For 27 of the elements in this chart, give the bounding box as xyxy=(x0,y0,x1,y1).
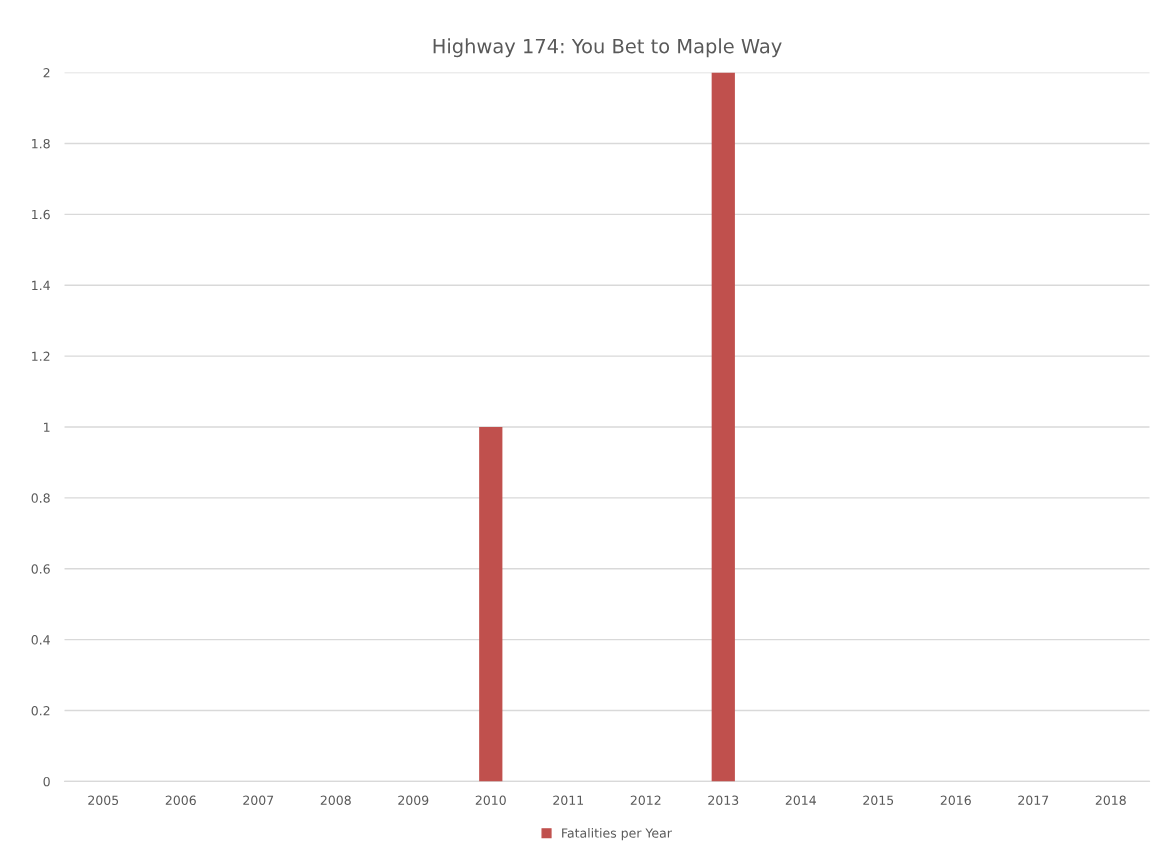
x-tick-label: 2006 xyxy=(165,795,196,805)
x-tick-label: 2015 xyxy=(863,795,894,805)
x-tick-label: 2018 xyxy=(1095,795,1126,805)
x-tick-label: 2017 xyxy=(1018,795,1049,805)
x-tick-label: 2014 xyxy=(785,795,816,805)
y-tick-label: 2 xyxy=(43,68,50,78)
y-tick-label: 0 xyxy=(43,776,50,787)
x-tick-label: 2009 xyxy=(398,795,429,805)
y-tick-label: 0.6 xyxy=(31,564,50,574)
y-tick-label: 0.8 xyxy=(31,493,50,503)
chart-title: Highway 174: You Bet to Maple Way xyxy=(433,38,782,58)
x-tick-label: 2008 xyxy=(320,795,351,805)
x-tick-label: 2005 xyxy=(88,795,119,805)
legend-label: Fatalities per Year xyxy=(562,828,672,841)
x-tick-label: 2013 xyxy=(708,795,739,805)
y-tick-label: 1.4 xyxy=(32,280,50,290)
y-tick-label: 1 xyxy=(44,422,50,432)
y-tick-label: 1.6 xyxy=(32,209,50,220)
x-tick-label: 2011 xyxy=(553,795,584,805)
y-tick-label: 1.2 xyxy=(32,351,50,361)
y-tick-label: 0.2 xyxy=(31,706,50,716)
y-tick-label: 0.4 xyxy=(31,635,50,645)
y-tick-label: 1.8 xyxy=(32,138,50,149)
x-tick-label: 2007 xyxy=(243,795,274,805)
x-tick-label: 2010 xyxy=(475,795,506,805)
x-tick-label: 2016 xyxy=(940,795,971,805)
x-tick-label: 2012 xyxy=(630,795,661,805)
